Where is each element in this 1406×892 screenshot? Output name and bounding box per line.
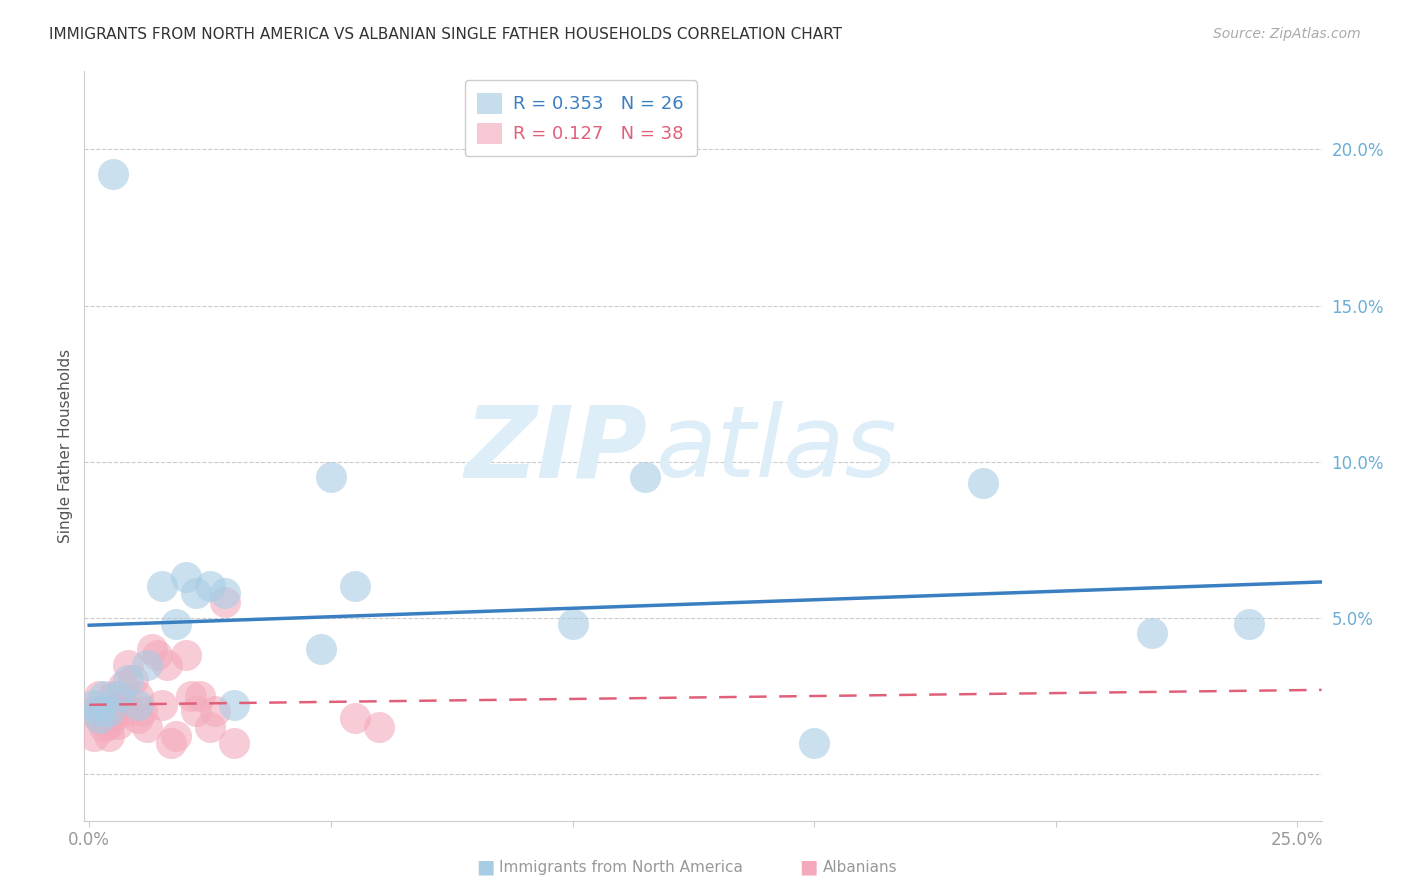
Point <box>107 698 129 712</box>
Point <box>184 586 207 600</box>
Point <box>198 580 221 594</box>
Point <box>160 735 183 749</box>
Legend: R = 0.353   N = 26, R = 0.127   N = 38: R = 0.353 N = 26, R = 0.127 N = 38 <box>464 80 696 156</box>
Point <box>204 705 226 719</box>
Point <box>127 710 149 724</box>
Point <box>93 689 115 703</box>
Point <box>309 642 332 657</box>
Text: IMMIGRANTS FROM NORTH AMERICA VS ALBANIAN SINGLE FATHER HOUSEHOLDS CORRELATION C: IMMIGRANTS FROM NORTH AMERICA VS ALBANIA… <box>49 27 842 42</box>
Text: ■: ■ <box>799 857 818 877</box>
Point <box>150 698 173 712</box>
Point <box>127 698 149 712</box>
Point <box>112 698 135 712</box>
Point <box>224 698 246 712</box>
Point <box>198 720 221 734</box>
Point <box>803 735 825 749</box>
Point <box>93 720 115 734</box>
Point <box>97 705 120 719</box>
Point <box>214 595 236 609</box>
Point <box>165 617 187 632</box>
Text: atlas: atlas <box>657 401 897 499</box>
Point <box>112 680 135 694</box>
Point <box>184 705 207 719</box>
Point <box>155 657 177 672</box>
Point <box>83 730 105 744</box>
Point <box>214 586 236 600</box>
Point <box>174 648 197 662</box>
Y-axis label: Single Father Households: Single Father Households <box>58 349 73 543</box>
Point <box>319 470 342 484</box>
Point <box>107 717 129 731</box>
Point <box>117 673 139 688</box>
Point <box>146 648 169 662</box>
Point <box>343 710 366 724</box>
Point <box>634 470 657 484</box>
Point <box>97 730 120 744</box>
Point <box>103 710 125 724</box>
Text: Source: ZipAtlas.com: Source: ZipAtlas.com <box>1213 27 1361 41</box>
Point <box>103 705 125 719</box>
Point <box>1237 617 1260 632</box>
Point <box>972 476 994 491</box>
Point <box>188 689 211 703</box>
Point <box>1142 626 1164 640</box>
Point <box>87 705 110 719</box>
Text: ZIP: ZIP <box>464 401 647 499</box>
Point <box>136 657 159 672</box>
Point <box>180 689 202 703</box>
Point <box>117 705 139 719</box>
Text: Immigrants from North America: Immigrants from North America <box>499 860 742 874</box>
Point <box>117 657 139 672</box>
Point <box>87 689 110 703</box>
Point <box>127 689 149 703</box>
Point <box>87 710 110 724</box>
Point <box>103 689 125 703</box>
Point <box>97 717 120 731</box>
Point <box>368 720 391 734</box>
Point <box>87 710 110 724</box>
Point <box>224 735 246 749</box>
Point <box>83 698 105 712</box>
Point <box>561 617 583 632</box>
Point <box>131 705 153 719</box>
Point <box>93 705 115 719</box>
Point <box>343 580 366 594</box>
Point <box>121 673 143 688</box>
Text: ■: ■ <box>475 857 495 877</box>
Point <box>165 730 187 744</box>
Point <box>83 705 105 719</box>
Point <box>141 642 163 657</box>
Point <box>136 720 159 734</box>
Point <box>107 689 129 703</box>
Text: Albanians: Albanians <box>823 860 897 874</box>
Point <box>103 168 125 182</box>
Point <box>174 570 197 584</box>
Point <box>150 580 173 594</box>
